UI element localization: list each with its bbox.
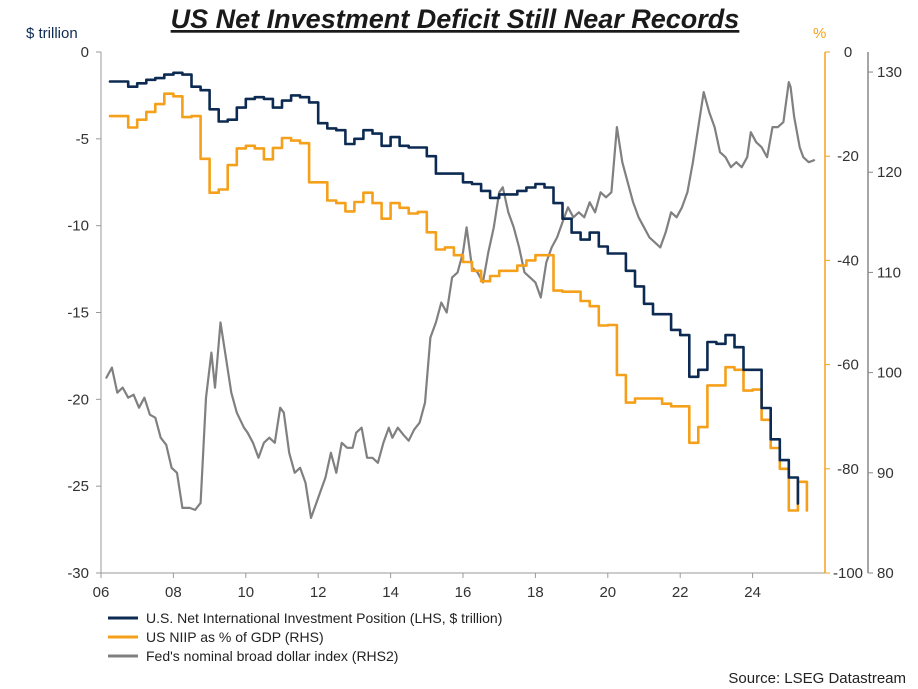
x-tick-label: 16 — [455, 584, 472, 601]
legend: U.S. Net International Investment Positi… — [108, 610, 502, 664]
right2-tick-label: 90 — [877, 465, 894, 482]
right-tick-label: 0 — [844, 44, 852, 61]
right2-tick-label: 130 — [877, 64, 902, 81]
x-tick-label: 14 — [382, 584, 399, 601]
legend-label: U.S. Net International Investment Positi… — [146, 610, 502, 626]
niip-pct-gdp-line — [108, 92, 809, 512]
x-tick-label: 06 — [93, 584, 110, 601]
right-tick-label: -100 — [833, 565, 863, 582]
right-axis-label: % — [813, 25, 826, 42]
x-tick-label: 22 — [672, 584, 689, 601]
left-tick-label: -15 — [67, 305, 89, 322]
niip-line — [108, 71, 800, 505]
left-tick-label: -5 — [76, 131, 89, 148]
legend-label: Fed's nominal broad dollar index (RHS2) — [146, 648, 398, 664]
left-tick-label: -20 — [67, 391, 89, 408]
left-tick-label: -30 — [67, 565, 89, 582]
x-tick-label: 10 — [237, 584, 254, 601]
x-tick-label: 24 — [744, 584, 761, 601]
right-tick-label: -40 — [837, 252, 859, 269]
series-layer — [105, 71, 816, 519]
left-tick-label: -10 — [67, 218, 89, 235]
right2-tick-label: 110 — [877, 264, 901, 281]
right-tick-label: -60 — [837, 357, 859, 374]
left-axis-label: $ trillion — [26, 25, 78, 42]
x-tick-label: 18 — [527, 584, 544, 601]
left-tick-label: -25 — [67, 478, 89, 495]
left-tick-label: 0 — [81, 44, 89, 61]
x-tick-label: 12 — [310, 584, 327, 601]
x-tick-label: 20 — [599, 584, 616, 601]
right2-tick-label: 100 — [877, 365, 902, 382]
dollar-index-line — [105, 81, 816, 519]
right-tick-label: -80 — [837, 461, 859, 478]
right-tick-label: -20 — [837, 148, 859, 165]
x-tick-label: 08 — [165, 584, 182, 601]
source-note: Source: LSEG Datastream — [728, 670, 906, 687]
legend-label: US NIIP as % of GDP (RHS) — [146, 629, 324, 645]
chart-title: US Net Investment Deficit Still Near Rec… — [171, 4, 740, 34]
right2-tick-label: 120 — [877, 164, 902, 181]
right2-tick-label: 80 — [877, 565, 894, 582]
